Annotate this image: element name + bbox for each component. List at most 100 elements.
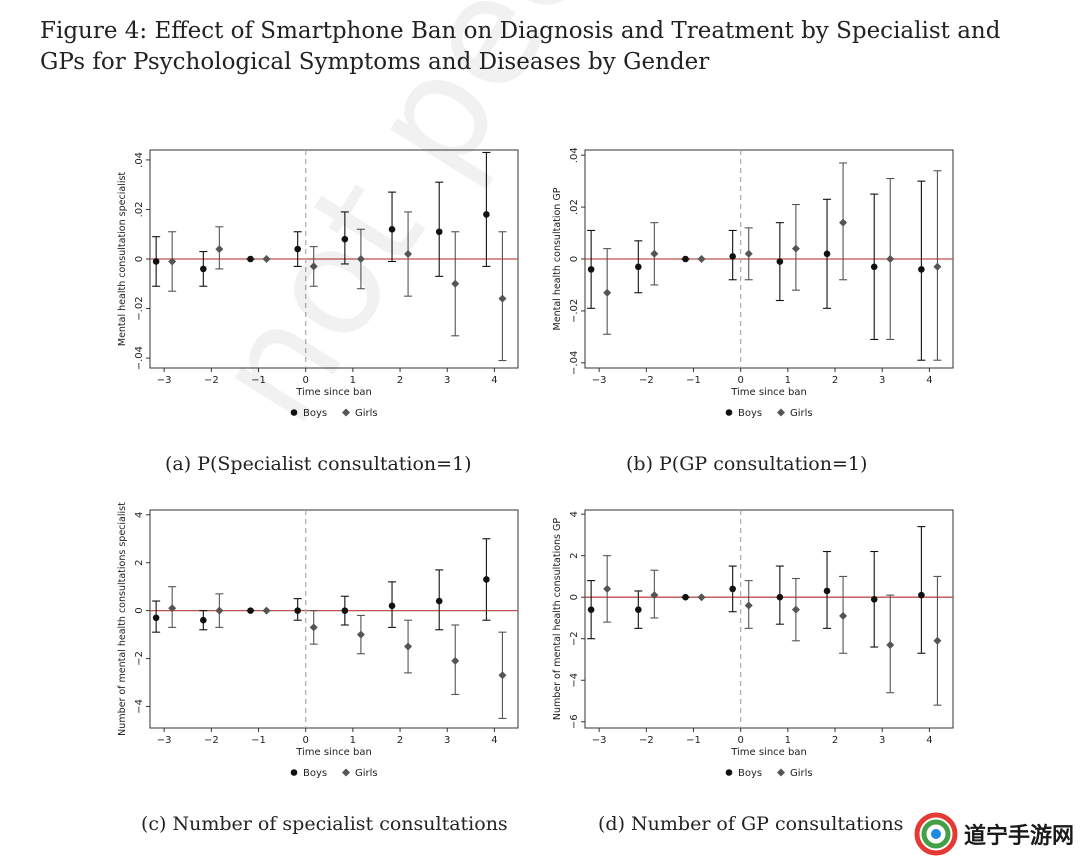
boys-point (388, 225, 396, 233)
legend-boys-label: Boys (738, 408, 762, 419)
y-tick-label: .02 (569, 199, 580, 215)
girls-point (498, 671, 507, 680)
x-tick-label: 3 (444, 735, 450, 746)
boys-point (483, 211, 490, 218)
girls-point (168, 604, 177, 613)
boys-point (435, 597, 443, 605)
x-tick-label: −3 (592, 735, 607, 746)
x-tick-label: 1 (350, 375, 356, 386)
x-tick-label: 2 (397, 735, 403, 746)
girls-point (744, 601, 753, 610)
boys-point (200, 616, 207, 624)
boys-point (776, 258, 784, 265)
girls-point (309, 623, 318, 632)
legend-girls-marker (342, 408, 350, 417)
y-tick-label: −.02 (569, 299, 580, 323)
girls-point (215, 245, 224, 254)
caption-c: (c) Number of specialist consultations (141, 813, 508, 835)
x-tick-label: −1 (251, 735, 266, 746)
panel-c: −3 −2 −1 0 1 2 3 4 −4 −2 0 2 4 Time since ban Number o… (110, 500, 530, 800)
boys-point (435, 228, 443, 236)
y-tick-label: 2 (134, 560, 145, 566)
girls-point (933, 636, 942, 645)
boys-point (823, 250, 831, 258)
x-axis-label: Time since ban (295, 747, 372, 758)
girls-point (451, 279, 460, 288)
boys-point (918, 591, 925, 599)
boys-point (294, 607, 301, 614)
x-tick-label: 4 (926, 375, 932, 386)
x-tick-label: −3 (157, 375, 172, 386)
logo-text: 道宁手游网 (963, 824, 1074, 849)
y-tick-label: −.02 (134, 296, 145, 320)
girls-point (744, 249, 753, 258)
girls-point (603, 584, 612, 593)
girls-point (309, 262, 318, 271)
girls-point (603, 288, 612, 297)
boys-point (635, 606, 642, 613)
legend-boys-label: Boys (303, 408, 327, 419)
x-tick-label: 2 (397, 375, 403, 386)
chart-a: −3 −2 −1 0 1 2 3 4 −.04 −.02 0 .02 .04 Time since ban… (117, 149, 519, 419)
girls-point (933, 262, 942, 271)
y-tick-label: .04 (569, 147, 580, 163)
legend-girls-marker (777, 768, 785, 777)
girls-point (886, 640, 895, 649)
y-tick-label: 0 (569, 256, 580, 262)
girls-point (215, 606, 224, 615)
girls-point (356, 630, 365, 639)
boys-point (870, 595, 878, 603)
y-tick-label: 4 (134, 512, 145, 518)
caption-d: (d) Number of GP consultations (598, 813, 904, 835)
y-tick-label: −2 (134, 651, 145, 666)
legend-girls-marker (342, 768, 350, 777)
x-tick-label: −1 (686, 375, 701, 386)
girls-point (168, 257, 177, 266)
boys-point (682, 255, 689, 263)
girls-point (650, 249, 659, 258)
panel-b: −3 −2 −1 0 1 2 3 4 −.04 −.02 0 .02 .04 Time since ban… (545, 140, 965, 440)
x-tick-label: 1 (785, 735, 791, 746)
girls-point (498, 294, 507, 303)
site-logo[interactable]: 道宁手游网 (914, 812, 1074, 856)
girls-point (886, 255, 895, 263)
y-axis-label: Mental health consultation GP (552, 187, 563, 330)
boys-point (152, 614, 160, 622)
girls-point (451, 656, 460, 665)
y-tick-label: −.04 (569, 351, 580, 375)
legend-boys-marker (725, 409, 733, 416)
x-axis-label: Time since ban (730, 747, 807, 758)
y-tick-label: −2 (569, 631, 580, 646)
x-tick-label: 0 (738, 375, 744, 386)
y-tick-label: −4 (134, 699, 145, 714)
girls-point (697, 593, 706, 602)
legend-girls-marker (777, 408, 785, 417)
x-tick-label: −2 (204, 735, 219, 746)
x-tick-label: −2 (639, 375, 654, 386)
boys-point (729, 253, 736, 260)
x-tick-label: 2 (832, 375, 838, 386)
y-axis-label: Mental health consultation specialist (117, 172, 128, 347)
y-axis-label: Number of mental health consultations sp… (117, 502, 128, 736)
legend-girls-label: Girls (790, 408, 813, 419)
chart-c: −3 −2 −1 0 1 2 3 4 −4 −2 0 2 4 Time since ban Number o… (117, 502, 519, 779)
boys-point (294, 245, 301, 253)
boys-point (341, 607, 349, 614)
y-tick-label: 0 (569, 594, 580, 600)
legend-girls-label: Girls (790, 768, 813, 779)
panel-a: −3 −2 −1 0 1 2 3 4 −.04 −.02 0 .02 .04 Time since ban… (110, 140, 530, 440)
x-tick-label: 0 (738, 735, 744, 746)
girls-point (404, 642, 413, 651)
girls-point (839, 218, 848, 227)
x-tick-label: −3 (157, 735, 172, 746)
girls-point (650, 591, 659, 600)
x-tick-label: −2 (204, 375, 219, 386)
y-tick-label: 0 (134, 256, 145, 262)
x-tick-label: 0 (303, 375, 309, 386)
x-tick-label: 4 (491, 735, 497, 746)
boys-point (247, 607, 254, 614)
x-tick-label: 4 (926, 735, 932, 746)
y-tick-label: −6 (569, 714, 580, 729)
boys-point (870, 263, 878, 271)
boys-point (587, 266, 595, 273)
